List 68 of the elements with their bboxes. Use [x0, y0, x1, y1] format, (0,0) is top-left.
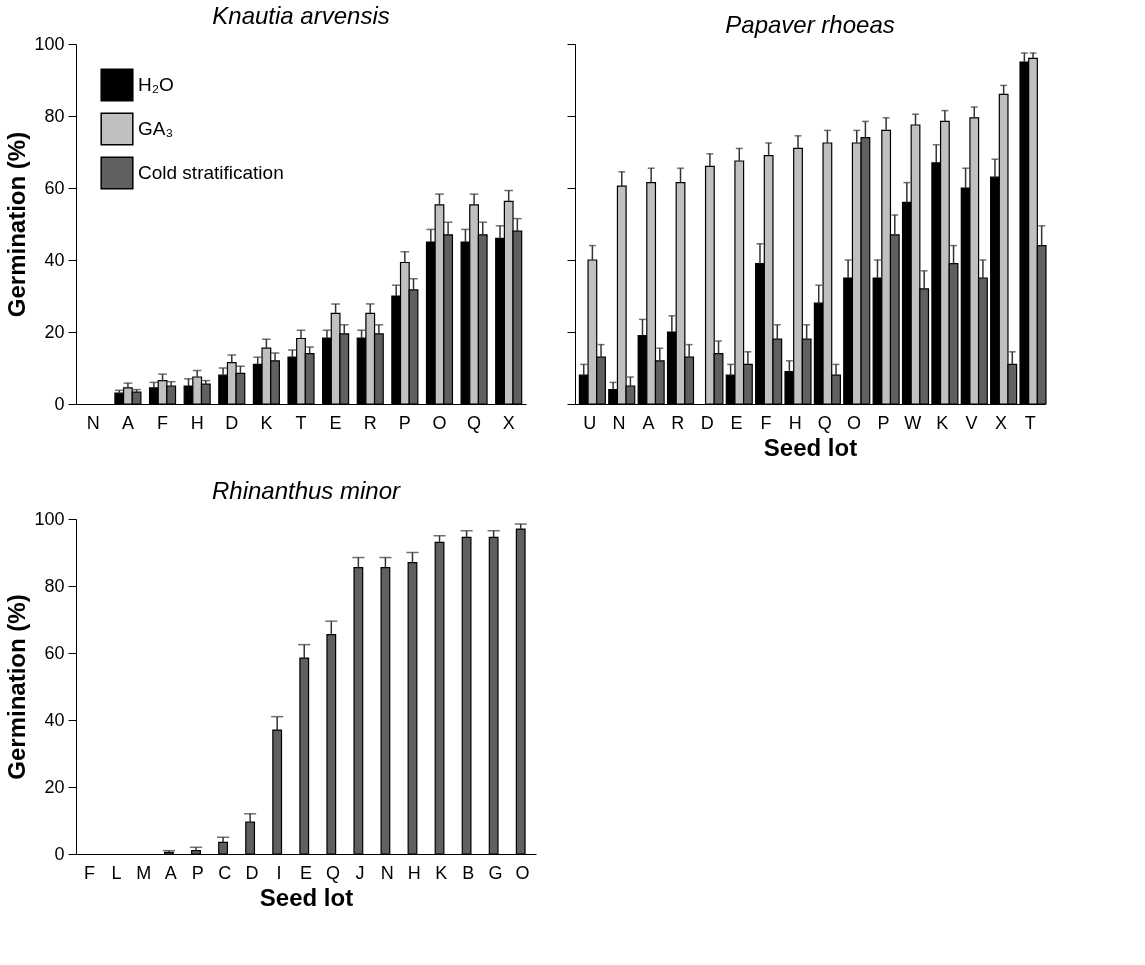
x-tick-label: N: [380, 862, 394, 883]
y-tick-label: 60: [44, 177, 65, 198]
x-tick-label: V: [965, 412, 978, 433]
y-tick-label: 20: [44, 321, 65, 342]
x-tick-label: X: [994, 412, 1007, 433]
x-tick-label: K: [260, 412, 273, 433]
x-tick-label: T: [295, 412, 307, 433]
legend-label: Cold stratification: [138, 162, 284, 183]
x-tick-label: A: [121, 412, 134, 433]
x-tick-label: D: [225, 412, 239, 433]
x-tick-label: H: [788, 412, 802, 433]
x-tick-label: T: [1024, 412, 1036, 433]
legend-label: H₂O: [138, 74, 174, 95]
x-tick-label: F: [157, 412, 169, 433]
x-tick-label: Q: [326, 862, 341, 883]
x-tick-label: R: [671, 412, 685, 433]
y-axis-title: Germination (%): [3, 594, 31, 780]
x-tick-label: B: [462, 862, 475, 883]
x-tick-label: R: [363, 412, 377, 433]
x-tick-label: F: [84, 862, 96, 883]
x-tick-label: J: [355, 862, 365, 883]
x-tick-label: G: [488, 862, 503, 883]
x-tick-label: D: [245, 862, 259, 883]
x-tick-label: C: [218, 862, 232, 883]
x-tick-label: Q: [467, 412, 482, 433]
x-tick-label: P: [398, 412, 411, 433]
x-tick-label: X: [502, 412, 515, 433]
x-axis-title: Seed lot: [763, 433, 858, 461]
x-tick-label: I: [276, 862, 282, 883]
y-tick-label: 100: [34, 33, 65, 54]
x-tick-label: K: [936, 412, 949, 433]
x-tick-label: N: [86, 412, 100, 433]
x-tick-label: A: [642, 412, 655, 433]
y-tick-label: 0: [54, 843, 65, 864]
x-tick-label: L: [111, 862, 122, 883]
y-tick-label: 80: [44, 575, 65, 596]
x-tick-label: P: [877, 412, 890, 433]
chart-title: Rhinanthus minor: [211, 477, 402, 504]
x-tick-label: N: [612, 412, 626, 433]
x-tick-label: O: [515, 862, 530, 883]
y-axis-title: Germination (%): [3, 131, 31, 318]
x-tick-label: E: [329, 412, 342, 433]
y-tick-label: 60: [44, 642, 65, 663]
legend-label: GA₃: [138, 118, 174, 139]
y-tick-label: 40: [44, 249, 65, 270]
x-tick-label: Q: [817, 412, 832, 433]
chart-title: Knautia arvensis: [212, 2, 390, 29]
x-tick-label: D: [700, 412, 714, 433]
x-tick-label: A: [164, 862, 177, 883]
x-tick-label: M: [136, 862, 152, 883]
x-tick-label: F: [760, 412, 772, 433]
y-tick-label: 100: [34, 508, 65, 529]
x-tick-label: E: [730, 412, 743, 433]
x-tick-label: U: [583, 412, 597, 433]
chart-title: Papaver rhoeas: [725, 10, 895, 38]
x-tick-label: P: [191, 862, 204, 883]
x-tick-label: H: [407, 862, 421, 883]
y-tick-label: 40: [44, 709, 65, 730]
x-tick-label: K: [435, 862, 448, 883]
x-tick-label: O: [432, 412, 447, 433]
x-tick-label: O: [847, 412, 862, 433]
y-tick-label: 80: [44, 105, 65, 126]
x-axis-title: Seed lot: [259, 883, 354, 911]
x-tick-label: E: [299, 862, 313, 883]
y-tick-label: 20: [44, 776, 65, 797]
x-tick-label: H: [190, 412, 204, 433]
x-tick-label: W: [904, 412, 922, 433]
y-tick-label: 0: [54, 393, 65, 414]
